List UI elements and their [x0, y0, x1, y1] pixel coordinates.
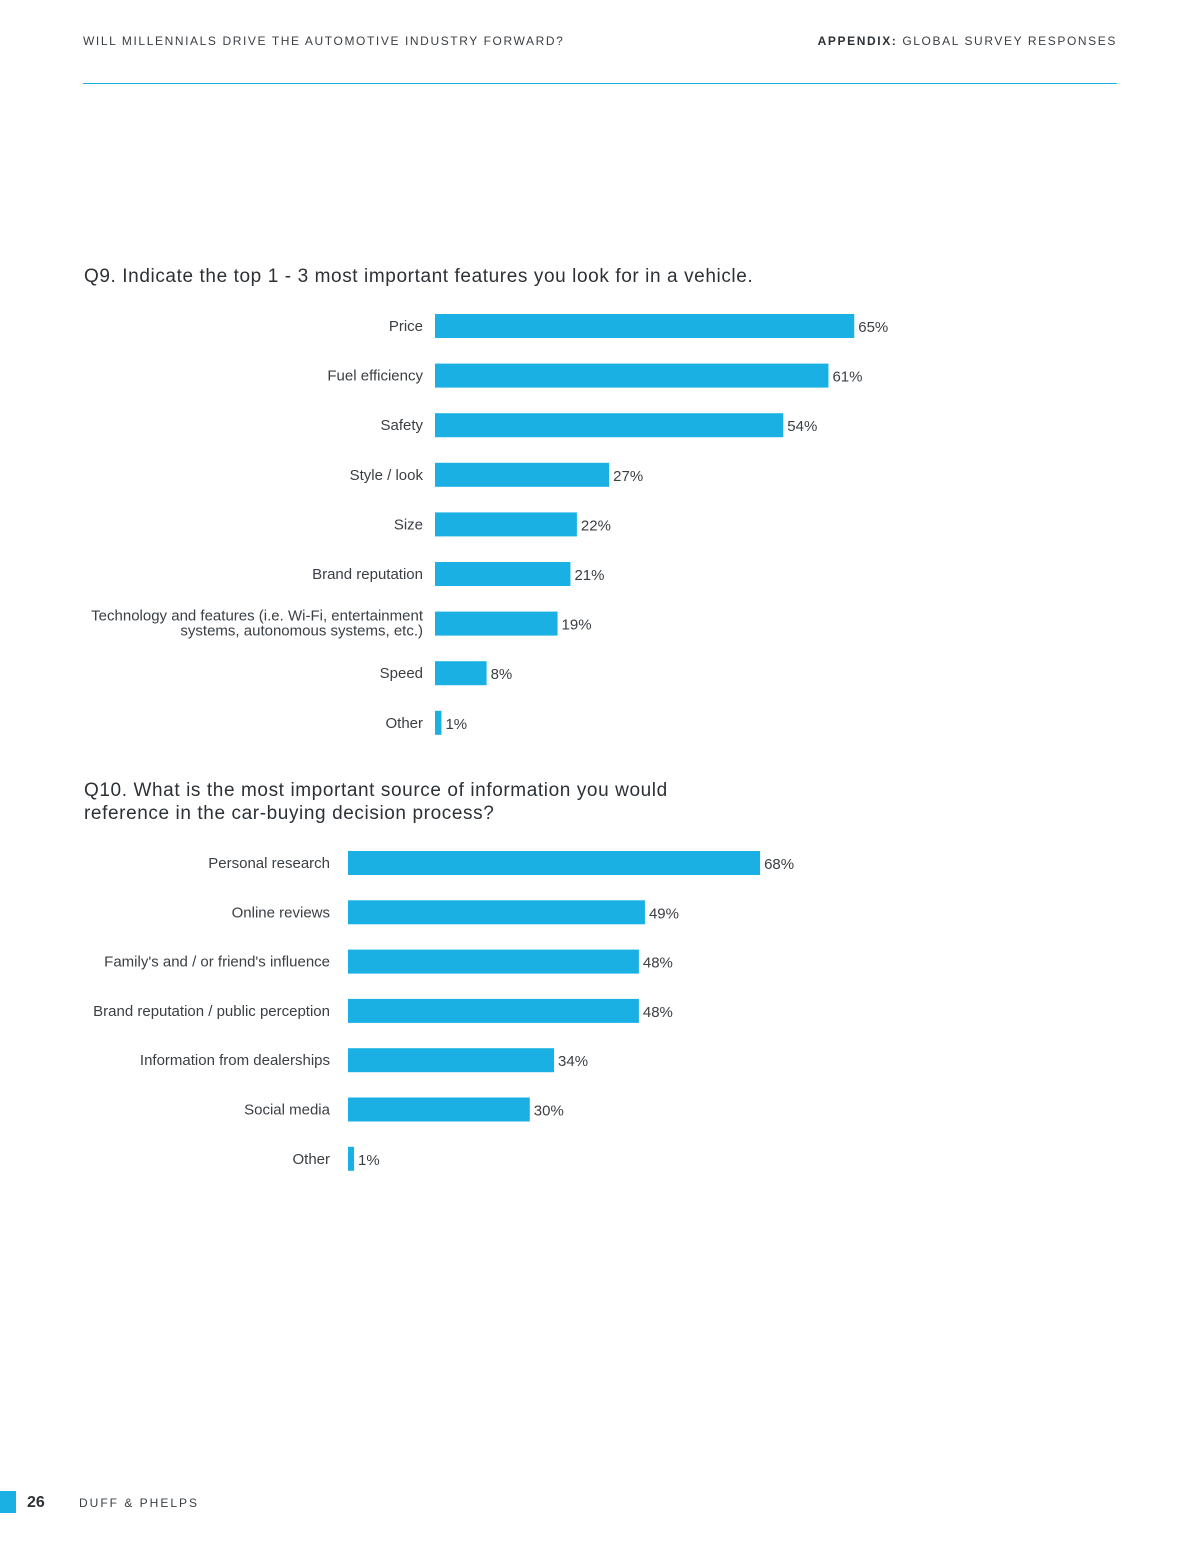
q9-bar-chart: Price 65% Fuel efficiency 61% Safety 54% Style… [0, 300, 1200, 760]
q10-title-line-2: reference in the car-buying decision pro… [84, 803, 494, 824]
running-header-section: APPENDIX: GLOBAL SURVEY RESPONSES [818, 34, 1117, 48]
q9-category-label-6: Brand reputation [312, 566, 423, 583]
q9-value-label-5: 22% [581, 517, 611, 534]
q9-category-label-5: Size [394, 516, 423, 533]
q10-value-label-2: 49% [649, 905, 679, 922]
header-divider [83, 83, 1117, 84]
q10-bar-3 [348, 950, 639, 974]
q10-value-label-4: 48% [643, 1004, 673, 1021]
q10-category-label-3: Family's and / or friend's influence [104, 954, 330, 971]
q9-value-label-3: 54% [787, 418, 817, 435]
q9-bar-1 [435, 314, 854, 338]
q10-value-label-3: 48% [643, 955, 673, 972]
q9-value-label-2: 61% [832, 369, 862, 386]
q9-value-label-7: 19% [562, 617, 592, 634]
q9-category-label-1: Price [389, 318, 423, 335]
q10-title: Q10. What is the most important source o… [84, 779, 668, 825]
q10-category-label-4: Brand reputation / public perception [93, 1003, 330, 1020]
q9-value-label-8: 8% [491, 666, 513, 683]
q10-category-label-7: Other [292, 1151, 330, 1168]
q9-value-label-4: 27% [613, 468, 643, 485]
q9-bar-4 [435, 463, 609, 487]
q9-title: Q9. Indicate the top 1 - 3 most importan… [84, 265, 753, 288]
q10-value-label-7: 1% [358, 1152, 380, 1169]
q9-category-label-8: Speed [380, 665, 423, 682]
q10-bar-6 [348, 1098, 530, 1122]
q10-bar-7 [348, 1147, 354, 1171]
q9-bar-3 [435, 413, 783, 437]
q9-category-label-3: Safety [380, 417, 423, 434]
q10-bar-2 [348, 900, 645, 924]
q10-bar-5 [348, 1048, 554, 1072]
q10-category-label-2: Online reviews [232, 904, 330, 921]
q10-value-label-1: 68% [764, 856, 794, 873]
q10-bar-4 [348, 999, 639, 1023]
firm-name: DUFF & PHELPS [79, 1496, 199, 1510]
q9-category-label-9: Other [385, 715, 423, 732]
q9-category-label-4: Style / look [350, 467, 424, 484]
q9-bar-6 [435, 562, 570, 586]
q9-bar-5 [435, 512, 577, 536]
q10-category-label-5: Information from dealerships [140, 1052, 330, 1069]
q10-bar-chart: Personal research 68% Online reviews 49% Fam… [0, 840, 1200, 1200]
running-header-title: WILL MILLENNIALS DRIVE THE AUTOMOTIVE IN… [83, 34, 564, 48]
q10-value-label-5: 34% [558, 1053, 588, 1070]
section-label: APPENDIX: [818, 34, 898, 48]
q9-bar-9 [435, 711, 441, 735]
q10-bar-1 [348, 851, 760, 875]
q9-bar-2 [435, 364, 828, 388]
q9-value-label-6: 21% [574, 567, 604, 584]
section-name: GLOBAL SURVEY RESPONSES [897, 34, 1117, 48]
q9-bar-7 [435, 612, 558, 636]
q9-bar-8 [435, 661, 487, 685]
footer-accent-block [0, 1491, 16, 1513]
page-number: 26 [27, 1494, 45, 1512]
q9-category-label-2: Fuel efficiency [327, 368, 423, 385]
q9-value-label-9: 1% [445, 716, 467, 733]
q9-category-label-7: Technology and features (i.e. Wi-Fi, ent… [91, 608, 424, 640]
q9-value-label-1: 65% [858, 319, 888, 336]
q10-category-label-6: Social media [244, 1102, 331, 1119]
q10-value-label-6: 30% [534, 1103, 564, 1120]
q10-category-label-1: Personal research [208, 855, 330, 872]
q10-title-line-1: Q10. What is the most important source o… [84, 780, 668, 801]
